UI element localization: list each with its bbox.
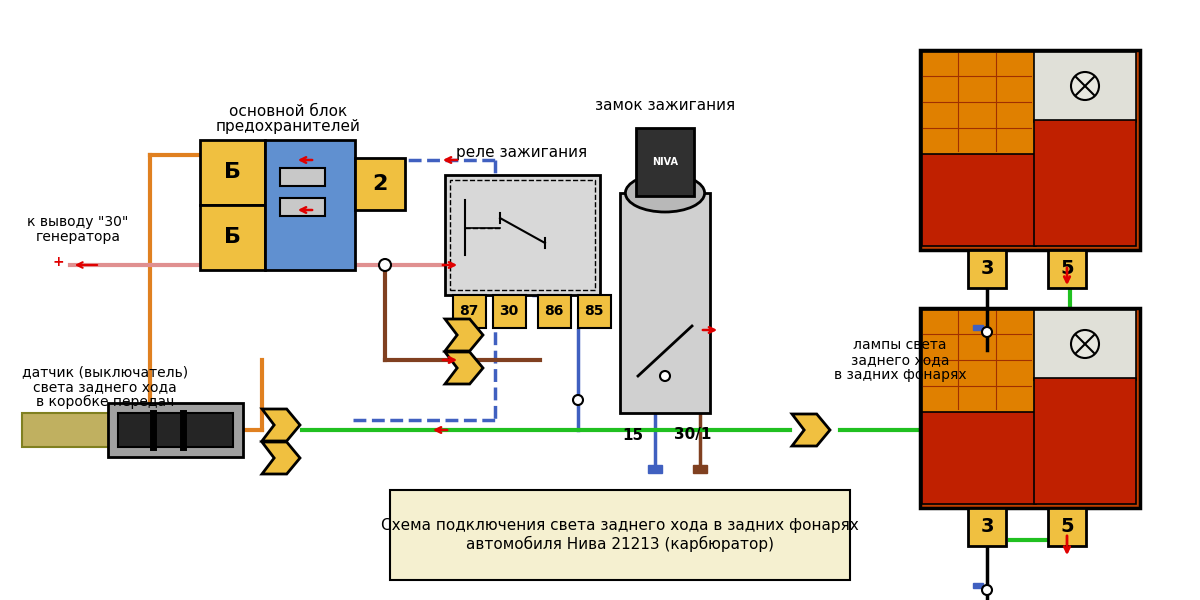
Bar <box>920 308 1140 508</box>
Bar <box>1048 250 1086 288</box>
Bar <box>108 403 242 457</box>
Text: в коробке передач: в коробке передач <box>36 395 174 409</box>
Bar <box>636 128 694 196</box>
Circle shape <box>982 585 992 595</box>
Bar <box>445 175 600 295</box>
Bar <box>538 295 571 328</box>
Bar <box>390 490 850 580</box>
Bar <box>1034 378 1135 504</box>
Polygon shape <box>262 442 300 474</box>
Bar <box>450 180 595 290</box>
Text: к выводу "30": к выводу "30" <box>28 215 128 229</box>
Text: Б: Б <box>223 227 240 247</box>
Circle shape <box>1072 72 1099 100</box>
Bar <box>265 140 355 270</box>
Bar <box>1034 310 1135 380</box>
Polygon shape <box>262 409 300 441</box>
Bar <box>280 168 325 186</box>
Text: 5: 5 <box>1060 517 1074 536</box>
Text: реле зажигания: реле зажигания <box>456 145 588 160</box>
Bar <box>973 325 983 330</box>
Circle shape <box>379 259 391 271</box>
Text: 30: 30 <box>499 304 518 318</box>
Text: Схема подключения света заднего хода в задних фонарях
автомобиля Нива 21213 (кар: Схема подключения света заднего хода в з… <box>382 518 859 552</box>
Text: света заднего хода: света заднего хода <box>34 380 176 394</box>
Bar <box>968 508 1006 546</box>
Circle shape <box>1072 330 1099 358</box>
Bar <box>922 154 1037 246</box>
Text: Б: Б <box>223 162 240 182</box>
Text: 2: 2 <box>372 174 388 194</box>
Text: 87: 87 <box>460 304 479 318</box>
Circle shape <box>660 371 670 381</box>
Text: NIVA: NIVA <box>652 157 678 167</box>
Text: замок зажигания: замок зажигания <box>595 98 736 113</box>
Text: 15: 15 <box>623 427 643 443</box>
Polygon shape <box>445 352 482 384</box>
Text: 86: 86 <box>545 304 564 318</box>
Bar <box>1034 52 1135 122</box>
Bar <box>648 465 662 473</box>
Bar <box>454 295 486 328</box>
Text: заднего хода: заднего хода <box>851 353 949 367</box>
Bar <box>922 52 1037 156</box>
Bar <box>1048 508 1086 546</box>
Circle shape <box>574 395 583 405</box>
Text: 3: 3 <box>980 259 994 278</box>
Bar <box>694 465 707 473</box>
Bar <box>200 205 265 270</box>
Bar <box>620 193 710 413</box>
Bar <box>922 412 1037 504</box>
Text: 3: 3 <box>980 517 994 536</box>
Bar <box>578 295 611 328</box>
Text: в задних фонарях: в задних фонарях <box>834 368 966 382</box>
Bar <box>922 310 1037 414</box>
Bar <box>968 250 1006 288</box>
Text: генератора: генератора <box>36 230 120 244</box>
Text: датчик (выключатель): датчик (выключатель) <box>22 365 188 379</box>
Bar <box>493 295 526 328</box>
Polygon shape <box>445 319 482 351</box>
Bar <box>280 198 325 216</box>
Text: 5: 5 <box>1060 259 1074 278</box>
Bar <box>200 140 265 205</box>
Text: лампы света: лампы света <box>853 338 947 352</box>
Bar <box>118 413 233 447</box>
Text: 85: 85 <box>584 304 604 318</box>
Bar <box>355 158 406 210</box>
Bar <box>920 50 1140 250</box>
Text: предохранителей: предохранителей <box>216 119 360 134</box>
Text: +: + <box>52 255 64 269</box>
Text: основной блок: основной блок <box>229 104 347 119</box>
Polygon shape <box>792 414 830 446</box>
Bar <box>973 583 983 588</box>
Circle shape <box>982 327 992 337</box>
Bar <box>22 413 122 447</box>
Ellipse shape <box>625 174 704 212</box>
Bar <box>1034 120 1135 246</box>
Text: 30/1: 30/1 <box>674 427 712 443</box>
